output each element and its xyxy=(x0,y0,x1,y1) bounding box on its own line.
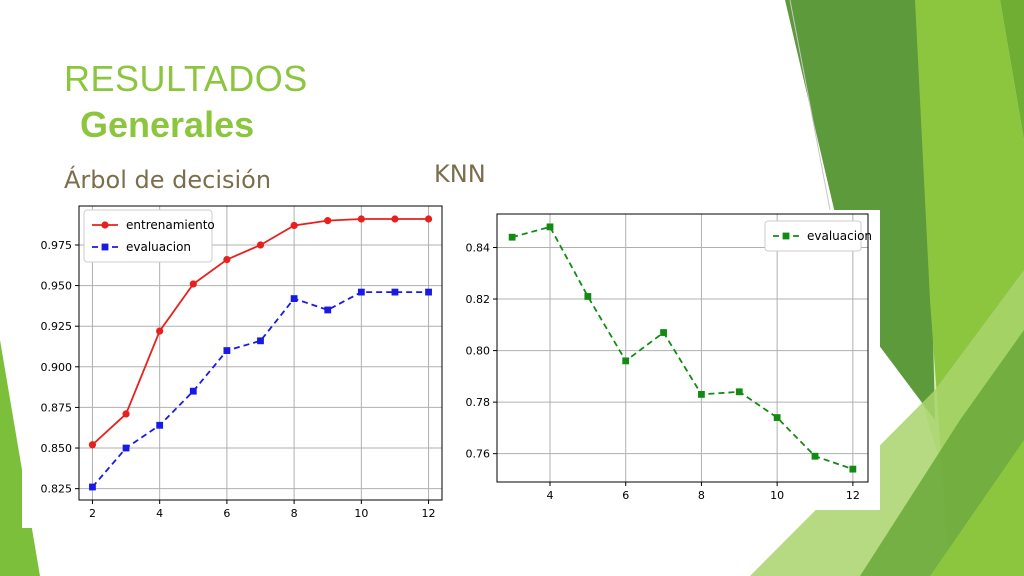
y-tick-label: 0.925 xyxy=(41,320,73,333)
data-point-entrenamiento xyxy=(357,215,365,223)
legend-box xyxy=(764,220,862,252)
data-point-evaluacion xyxy=(849,465,857,473)
legend-box xyxy=(83,209,213,263)
x-tick-label: 12 xyxy=(422,507,436,520)
plot-frame xyxy=(496,213,869,483)
data-point-evaluacion xyxy=(223,347,231,354)
chart-legend: entrenamiento evaluacion xyxy=(83,209,215,263)
series-line-evaluacion xyxy=(511,225,854,470)
data-point-entrenamiento xyxy=(156,327,164,335)
data-point-entrenamiento xyxy=(290,221,298,230)
x-tick-label: 8 xyxy=(698,489,705,502)
knn-label: KNN xyxy=(434,160,486,188)
data-point-evaluacion xyxy=(508,233,516,241)
legend-marker xyxy=(101,221,109,229)
data-point-evaluacion xyxy=(773,414,781,421)
legend-label: evaluacion xyxy=(126,240,191,254)
x-tick-label: 12 xyxy=(846,489,860,502)
data-point-entrenamiento xyxy=(88,441,97,449)
data-point-evaluacion xyxy=(156,421,164,429)
y-tick-label: 0.84 xyxy=(466,242,491,255)
x-tick-label: 10 xyxy=(354,507,368,520)
data-point-evaluacion xyxy=(391,288,399,296)
legend-label: entrenamiento xyxy=(126,218,215,232)
data-point-evaluacion xyxy=(584,293,592,300)
data-point-evaluacion xyxy=(290,295,298,302)
x-tick-label: 10 xyxy=(770,489,784,502)
data-point-entrenamiento xyxy=(256,241,265,249)
plot-frame xyxy=(78,205,443,501)
x-tick-label: 6 xyxy=(622,489,629,502)
data-point-evaluacion xyxy=(357,288,365,296)
y-tick-label: 0.78 xyxy=(466,396,491,409)
data-point-entrenamiento xyxy=(324,217,332,225)
x-tick-label: 8 xyxy=(291,507,298,520)
data-point-entrenamiento xyxy=(424,215,433,223)
series-line-evaluacion xyxy=(91,291,429,488)
data-point-entrenamiento xyxy=(223,256,231,264)
y-tick-label: 0.80 xyxy=(466,345,491,358)
data-point-entrenamiento xyxy=(391,215,399,223)
y-tick-label: 0.875 xyxy=(41,401,73,414)
y-tick-label: 0.950 xyxy=(41,280,73,293)
data-point-evaluacion xyxy=(698,390,705,398)
data-point-evaluacion xyxy=(546,223,554,231)
y-tick-label: 0.825 xyxy=(41,483,73,496)
chart-legend: evaluacion xyxy=(764,220,872,252)
data-point-evaluacion xyxy=(257,337,264,345)
y-tick-label: 0.975 xyxy=(41,239,73,252)
data-point-evaluacion xyxy=(189,387,197,395)
deco-olive-band xyxy=(1000,0,1024,140)
y-tick-label: 0.850 xyxy=(41,442,73,455)
knn-chart: 4 6 8 10 12 0.76 0.78 0.80 0.82 0.84 evaluacion xyxy=(456,210,880,510)
decision-tree-chart-svg: 2 4 6 8 10 12 0.825 0.850 0.875 0.900 0.925 0.950 0.… xyxy=(41,205,443,520)
data-point-evaluacion xyxy=(811,452,819,460)
data-point-evaluacion xyxy=(425,288,432,296)
legend-label: evaluacion xyxy=(807,229,872,243)
deco-thin-line xyxy=(789,0,831,211)
x-tick-label: 6 xyxy=(223,507,230,520)
data-point-evaluacion xyxy=(122,444,130,452)
x-tick-label: 4 xyxy=(547,489,554,502)
decision-tree-chart: 2 4 6 8 10 12 0.825 0.850 0.875 0.900 0.925 0.950 0.… xyxy=(22,198,450,528)
data-point-entrenamiento xyxy=(122,410,130,418)
data-point-evaluacion xyxy=(324,306,332,314)
data-point-evaluacion xyxy=(622,357,630,365)
legend-marker xyxy=(782,232,790,240)
x-tick-label: 2 xyxy=(89,507,96,520)
slide-title: RESULTADOS xyxy=(64,58,308,99)
x-tick-label: 4 xyxy=(156,507,163,520)
data-point-entrenamiento xyxy=(189,280,197,288)
data-point-evaluacion xyxy=(89,483,96,491)
data-point-evaluacion xyxy=(660,329,667,336)
y-tick-label: 0.76 xyxy=(466,448,491,461)
decision-tree-label: Árbol de decisión xyxy=(64,166,272,194)
deco-bottom-mid xyxy=(930,440,1024,576)
legend-marker xyxy=(101,243,109,251)
data-point-evaluacion xyxy=(735,388,743,396)
y-tick-label: 0.900 xyxy=(41,361,73,374)
y-tick-label: 0.82 xyxy=(466,293,491,306)
knn-chart-svg: 4 6 8 10 12 0.76 0.78 0.80 0.82 0.84 evaluacion xyxy=(466,213,872,502)
slide-subtitle: Generales xyxy=(80,104,255,145)
